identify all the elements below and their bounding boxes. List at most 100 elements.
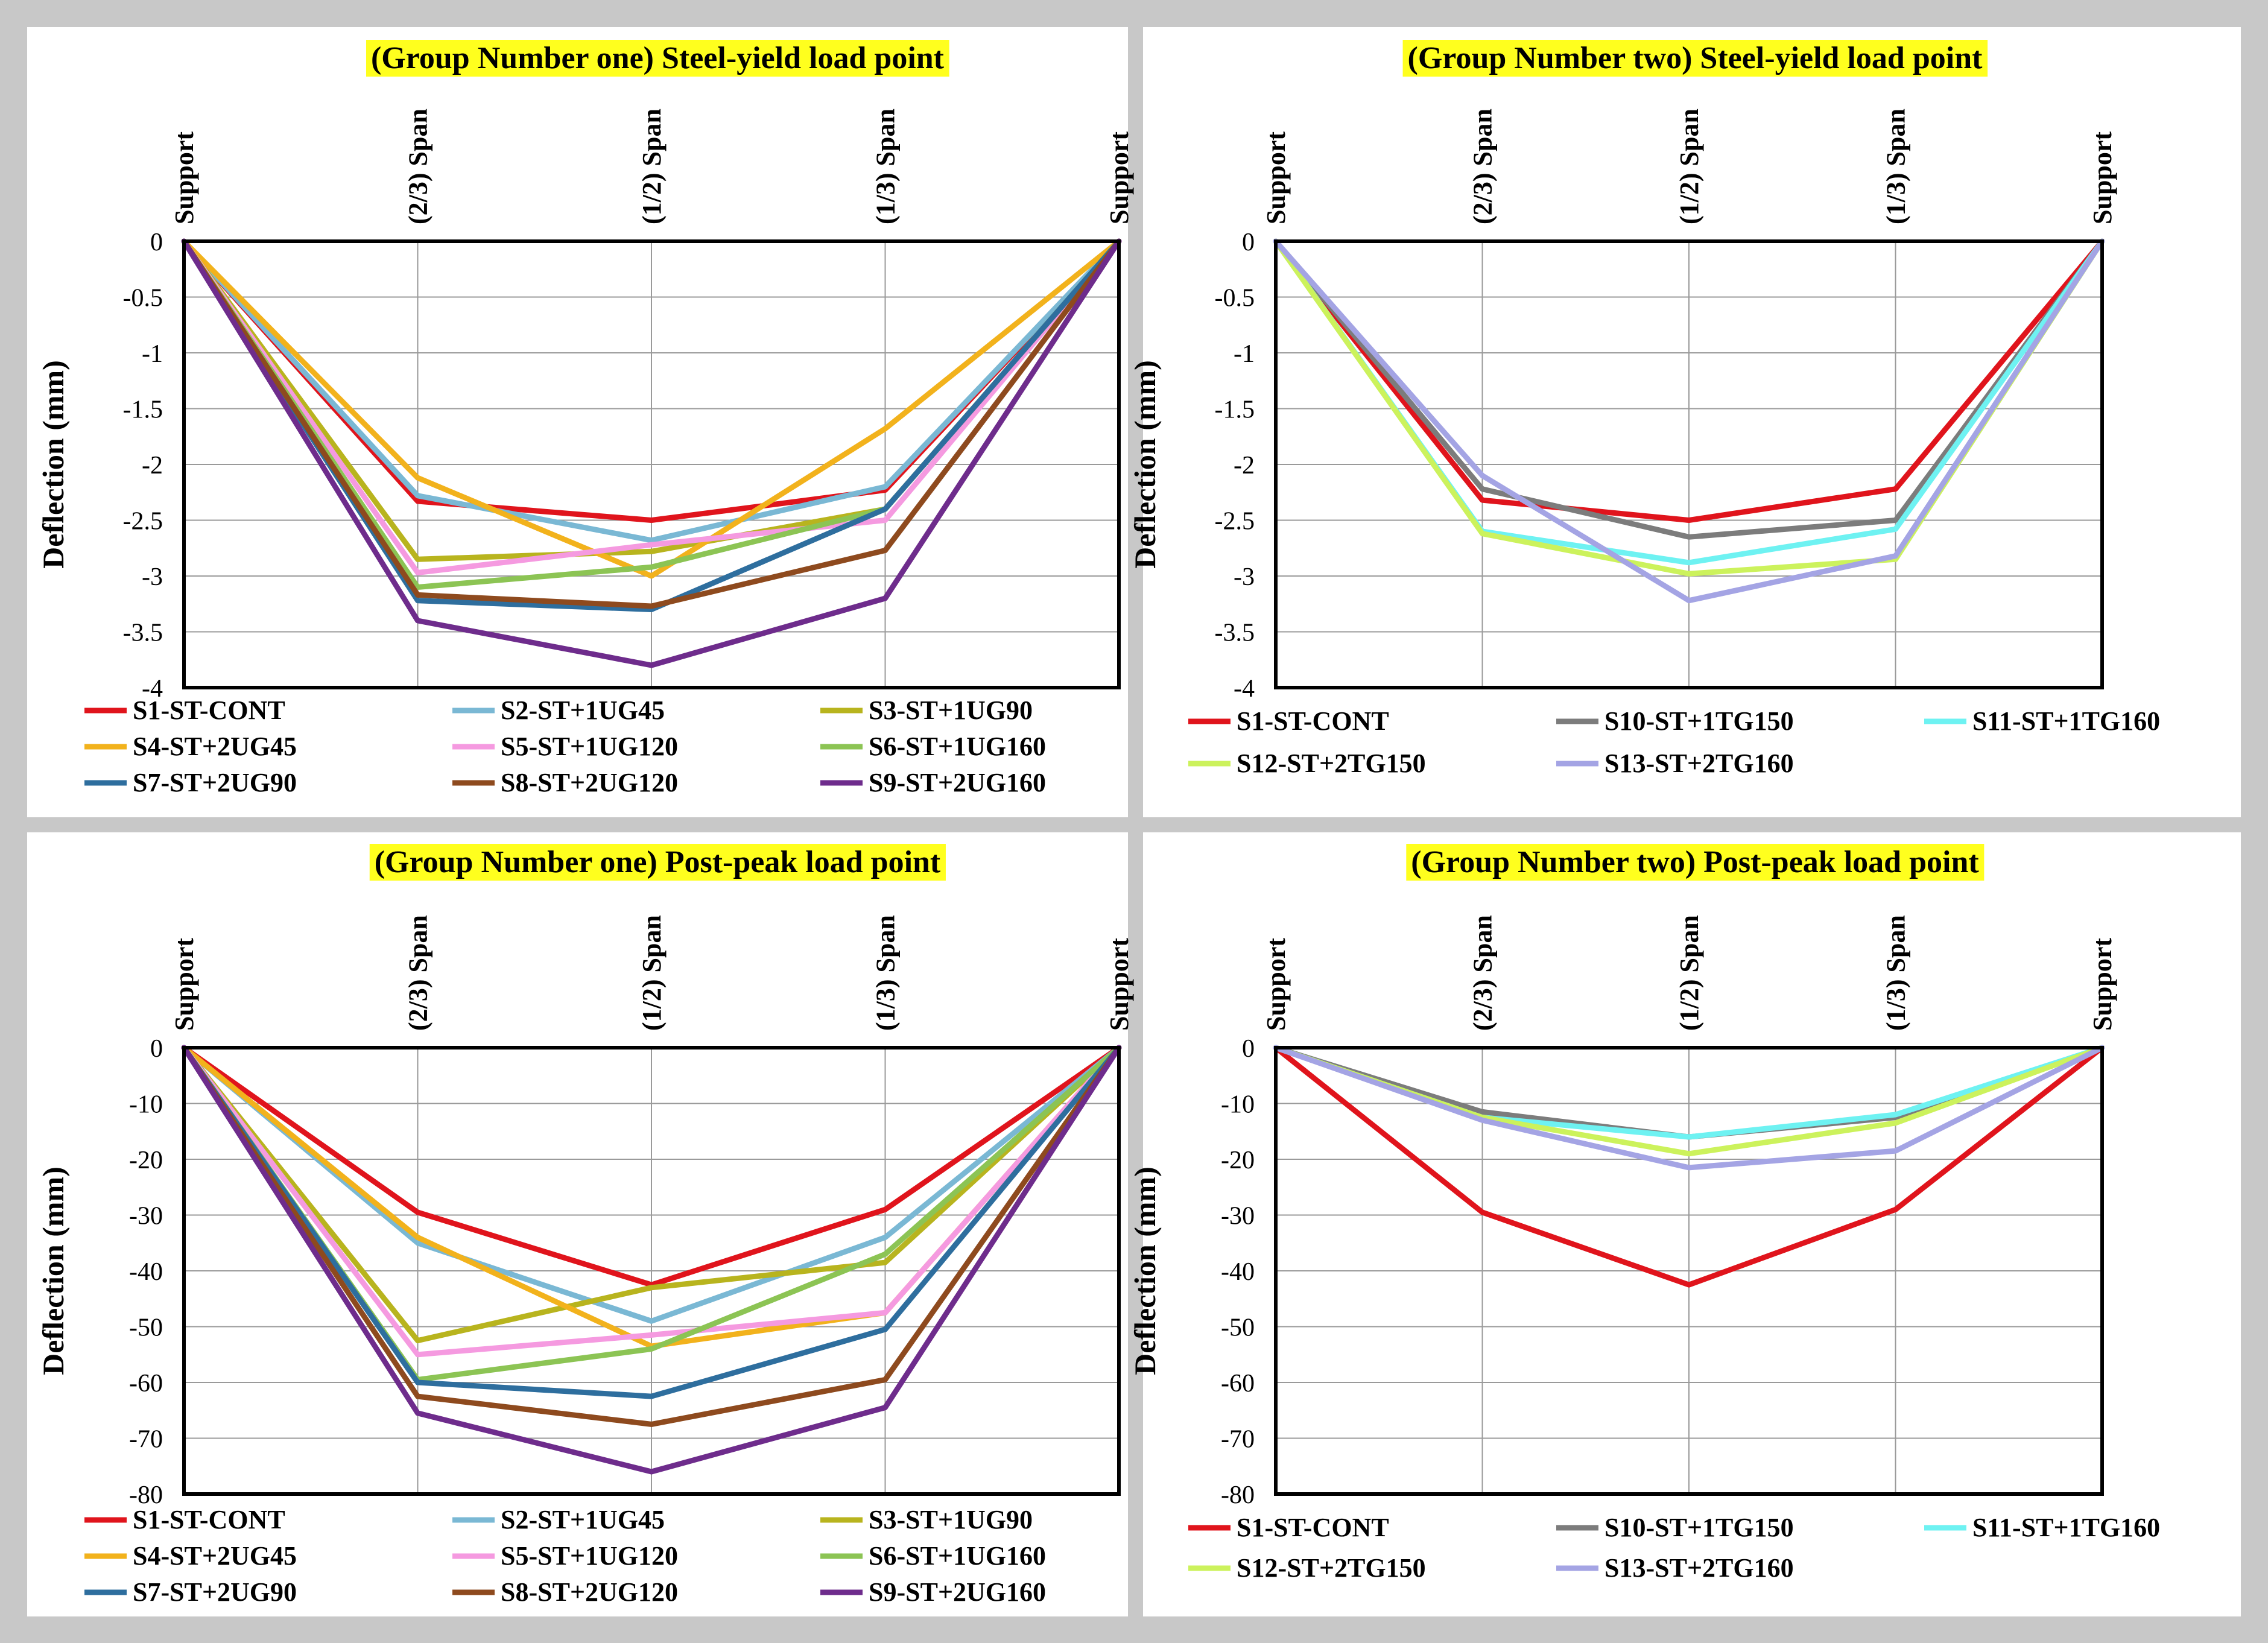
legend-label: S4-ST+2UG45 <box>133 1541 297 1571</box>
category-label: Support <box>2088 938 2117 1031</box>
panel-background <box>27 832 1128 1616</box>
plot-frame <box>1274 239 2104 689</box>
y-tick-label: -3.5 <box>123 619 163 647</box>
legend-item-s2-st-1ug45: S2-ST+1UG45 <box>452 1505 665 1534</box>
plot-frame <box>182 239 1121 689</box>
legend-label: S1-ST-CONT <box>133 695 285 725</box>
series-line-s9-st-2ug160 <box>181 1045 1122 1475</box>
y-tick-label: -20 <box>1221 1147 1255 1174</box>
plot-frame <box>1274 1046 2104 1496</box>
y-tick-label: -70 <box>1221 1426 1255 1454</box>
y-tick-label: -60 <box>1221 1370 1255 1398</box>
category-label: (2/3) Span <box>404 915 433 1031</box>
series-line-s1-st-cont <box>181 1045 1122 1288</box>
chart-title: (Group Number two) Steel-yield load poin… <box>1402 40 1988 77</box>
series-line-s5-st-1ug120 <box>181 238 1122 575</box>
legend-item-s5-st-1ug120: S5-ST+1UG120 <box>452 1541 678 1571</box>
legend-item-s10-st-1tg150: S10-ST+1TG150 <box>1556 1513 1794 1542</box>
y-tick-label: 0 <box>1242 1035 1255 1063</box>
y-tick-label: -10 <box>129 1091 163 1119</box>
series-line-s10-st-1tg150 <box>1273 238 2105 540</box>
legend-label: S12-ST+2TG150 <box>1237 1553 1426 1583</box>
legend-item-s4-st-2ug45: S4-ST+2UG45 <box>84 1541 297 1571</box>
title-text: (Group Number one) Steel-yield load poin… <box>371 41 945 75</box>
legend-item-s13-st-2tg160: S13-ST+2TG160 <box>1556 749 1794 778</box>
series-line-s13-st-2tg160 <box>1273 238 2105 604</box>
series-line-s5-st-1ug120 <box>181 1045 1122 1358</box>
series-line-s8-st-2ug120 <box>181 1045 1122 1427</box>
y-tick-label: -4 <box>1234 675 1255 703</box>
category-label: (1/2) Span <box>637 915 667 1031</box>
legend-label: S5-ST+1UG120 <box>501 1541 678 1571</box>
chart-title: (Group Number one) Post-peak load point <box>369 844 946 881</box>
title-highlight <box>369 844 946 881</box>
y-tick-label: -70 <box>129 1426 163 1454</box>
y-axis-label: Deflection (mm) <box>36 360 70 569</box>
y-tick-label: -3.5 <box>1215 619 1255 647</box>
series-line-s9-st-2ug160 <box>181 238 1122 668</box>
legend-item-s7-st-2ug90: S7-ST+2UG90 <box>84 768 297 797</box>
category-label: (1/3) Span <box>871 915 901 1031</box>
series-line-s1-st-cont <box>1273 238 2105 523</box>
y-tick-label: -1 <box>142 340 163 368</box>
y-tick-label: -0.5 <box>1215 285 1255 312</box>
legend-item-s3-st-1ug90: S3-ST+1UG90 <box>820 1505 1033 1534</box>
chart-panel-2: (Group Number two) Steel-yield load poin… <box>1128 27 2241 817</box>
legend-item-s6-st-1ug160: S6-ST+1UG160 <box>820 1541 1046 1571</box>
legend-label: S10-ST+1TG150 <box>1604 706 1794 736</box>
category-label: Support <box>169 938 199 1031</box>
y-tick-label: -1.5 <box>1215 396 1255 424</box>
legend-label: S11-ST+1TG160 <box>1972 706 2160 736</box>
y-tick-label: 0 <box>150 229 163 256</box>
chart-title: (Group Number two) Post-peak load point <box>1406 844 1984 881</box>
legend-label: S7-ST+2UG90 <box>133 768 297 797</box>
y-tick-label: -80 <box>129 1481 163 1509</box>
legend-label: S3-ST+1UG90 <box>869 1505 1033 1534</box>
y-tick-label: -2.5 <box>123 508 163 536</box>
y-tick-label: -0.5 <box>123 285 163 312</box>
category-label: (1/3) Span <box>1881 915 1911 1031</box>
legend-item-s7-st-2ug90: S7-ST+2UG90 <box>84 1577 297 1607</box>
category-label: (1/2) Span <box>1674 109 1704 224</box>
legend-label: S1-ST-CONT <box>133 1505 285 1534</box>
legend-item-s1-st-cont: S1-ST-CONT <box>84 1505 285 1534</box>
y-axis-label: Deflection (mm) <box>1128 1167 1162 1375</box>
y-axis-label: Deflection (mm) <box>36 1167 70 1375</box>
legend-label: S8-ST+2UG120 <box>501 768 678 797</box>
legend-label: S9-ST+2UG160 <box>869 1577 1046 1607</box>
y-tick-label: -40 <box>1221 1258 1255 1286</box>
category-label: Support <box>2088 131 2117 224</box>
title-highlight <box>366 40 949 77</box>
y-tick-label: -30 <box>1221 1203 1255 1230</box>
legend-item-s11-st-1tg160: S11-ST+1TG160 <box>1924 1513 2160 1542</box>
y-tick-label: -30 <box>129 1203 163 1230</box>
y-tick-label: -2.5 <box>1215 508 1255 536</box>
chart-panel-3: (Group Number one) Post-peak load point 0… <box>27 832 1134 1616</box>
y-tick-label: -3 <box>1234 563 1255 591</box>
series-line-s2-st-1ug45 <box>181 1045 1122 1324</box>
legend: S1-ST-CONT S2-ST+1UG45 S3-ST+1UG90 S4-ST+2U… <box>84 1505 1046 1607</box>
legend-label: S9-ST+2UG160 <box>869 768 1046 797</box>
category-label: (2/3) Span <box>1468 915 1498 1031</box>
legend-item-s1-st-cont: S1-ST-CONT <box>84 695 285 725</box>
legend-label: S8-ST+2UG120 <box>501 1577 678 1607</box>
y-tick-label: -3 <box>142 563 163 591</box>
category-label: (1/3) Span <box>1881 109 1911 224</box>
legend-item-s1-st-cont: S1-ST-CONT <box>1188 706 1389 736</box>
legend-item-s2-st-1ug45: S2-ST+1UG45 <box>452 695 665 725</box>
category-label: (1/2) Span <box>1674 915 1704 1031</box>
y-tick-label: -4 <box>142 675 163 703</box>
legend-label: S6-ST+1UG160 <box>869 732 1046 761</box>
y-tick-label: -50 <box>129 1314 163 1342</box>
chart-panel-4: (Group Number two) Post-peak load point 0… <box>1128 832 2241 1616</box>
legend-item-s5-st-1ug120: S5-ST+1UG120 <box>452 732 678 761</box>
legend-item-s9-st-2ug160: S9-ST+2UG160 <box>820 768 1046 797</box>
y-tick-label: -2 <box>142 452 163 480</box>
legend-item-s10-st-1tg150: S10-ST+1TG150 <box>1556 706 1794 736</box>
legend-item-s3-st-1ug90: S3-ST+1UG90 <box>820 695 1033 725</box>
category-label: (2/3) Span <box>404 109 433 224</box>
legend-label: S7-ST+2UG90 <box>133 1577 297 1607</box>
legend-label: S5-ST+1UG120 <box>501 732 678 761</box>
series-line-s13-st-2tg160 <box>1273 1045 2105 1171</box>
